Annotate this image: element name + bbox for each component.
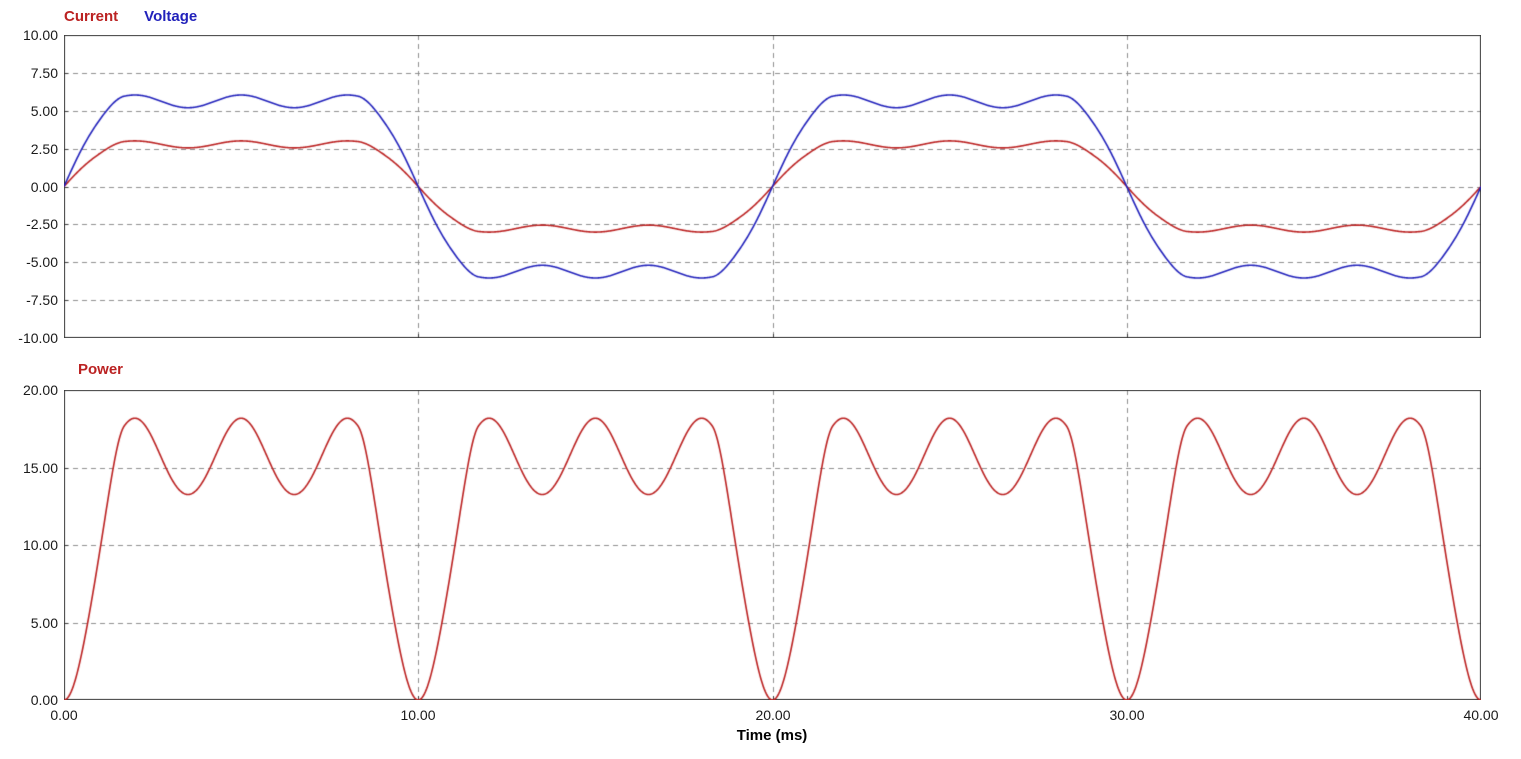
- y-tick-label: 0.00: [30, 179, 58, 195]
- y-tick-label: 5.00: [30, 103, 58, 119]
- x-tick-label: 40.00: [1463, 707, 1499, 723]
- x-tick-label: 10.00: [400, 707, 436, 723]
- y-tick-label: -5.00: [26, 254, 58, 270]
- y-tick-label: 10.00: [22, 27, 58, 43]
- power-plot-canvas[interactable]: [64, 390, 1481, 700]
- y-tick-label: 15.00: [22, 460, 58, 476]
- y-tick-label: 10.00: [22, 537, 58, 553]
- y-tick-label: -7.50: [26, 292, 58, 308]
- legend-current-voltage: Current Voltage: [64, 8, 197, 25]
- y-tick-label: 2.50: [30, 141, 58, 157]
- current-voltage-plot-canvas[interactable]: [64, 35, 1481, 338]
- x-axis-title: Time (ms): [736, 727, 808, 744]
- y-tick-label: 7.50: [30, 65, 58, 81]
- y-tick-label: 5.00: [30, 615, 58, 631]
- legend-power: Power: [78, 361, 123, 378]
- legend-voltage: Voltage: [144, 8, 198, 25]
- y-tick-label: 0.00: [30, 692, 58, 708]
- y-tick-label: -2.50: [26, 216, 58, 232]
- y-tick-label: 20.00: [22, 382, 58, 398]
- x-tick-label: 30.00: [1109, 707, 1145, 723]
- legend-power-label: Power: [78, 361, 124, 378]
- x-tick-label: 20.00: [755, 707, 791, 723]
- y-tick-label: -10.00: [18, 330, 58, 346]
- legend-current: Current: [64, 8, 119, 25]
- x-tick-label: 0.00: [50, 707, 78, 723]
